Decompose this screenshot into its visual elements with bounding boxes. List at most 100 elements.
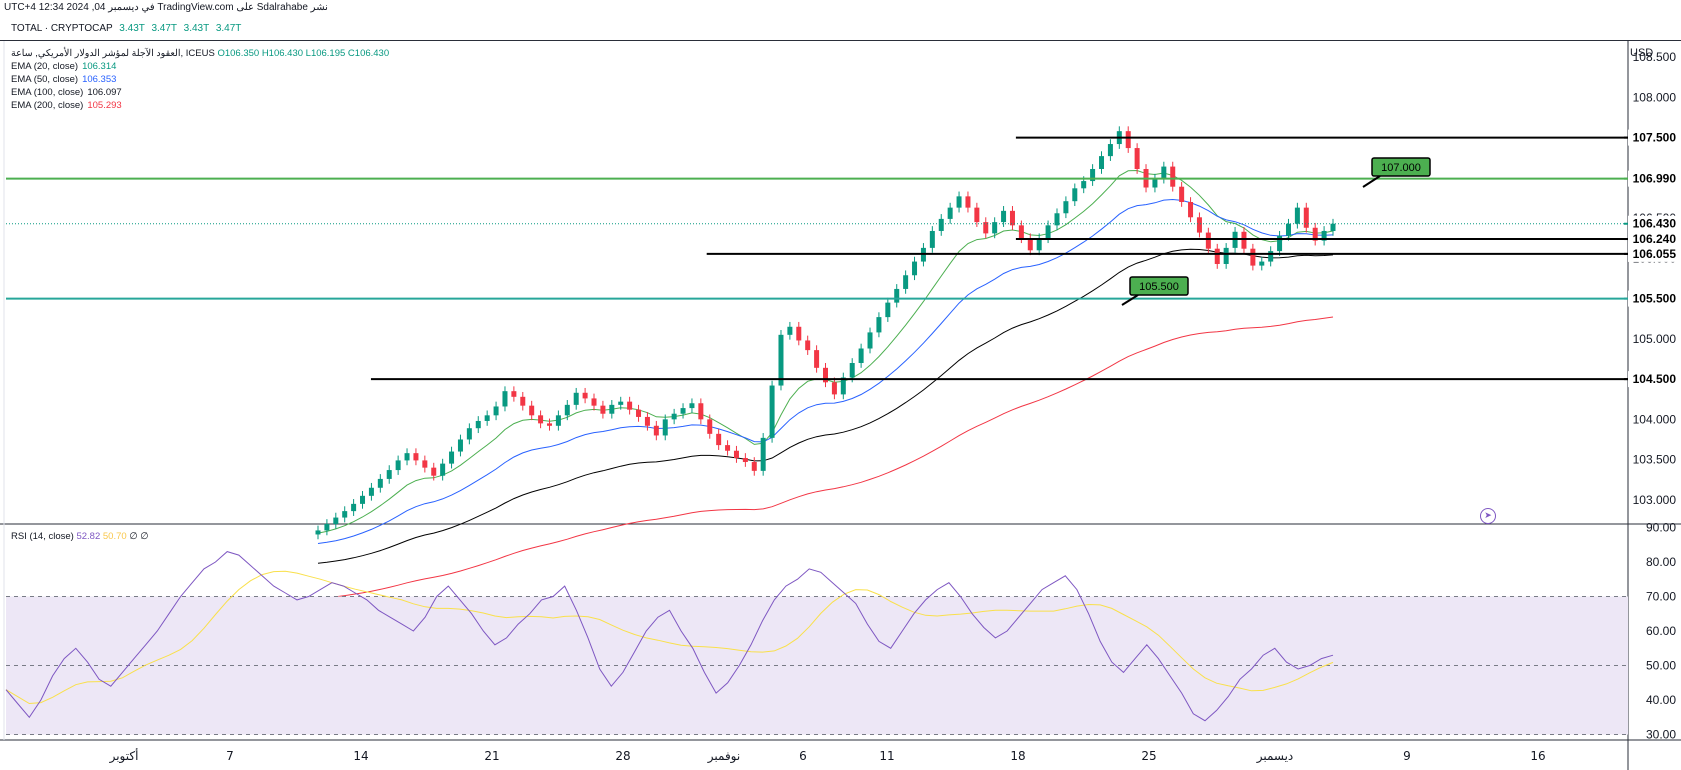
candle-body-12 xyxy=(422,460,428,468)
candle-body-10 xyxy=(404,453,410,461)
ema200-legend[interactable]: EMA (200, close) 105.293 xyxy=(11,99,389,112)
candle-body-36 xyxy=(636,409,642,417)
header-divider xyxy=(0,40,1681,41)
callout-pointer-0 xyxy=(1362,175,1381,188)
candle-body-108 xyxy=(1277,235,1283,252)
rsi-tick-3: 60.00 xyxy=(1646,624,1676,638)
candle-body-77 xyxy=(1001,210,1007,223)
rsi-tick-1: 80.00 xyxy=(1646,555,1676,569)
rsi-legend[interactable]: RSI (14, close) 52.82 50.70 ∅ ∅ xyxy=(11,530,149,543)
time-tick-1: 7 xyxy=(226,749,234,763)
symbol-name: TOTAL · CRYPTOCAP xyxy=(11,23,113,34)
candle-body-30 xyxy=(582,392,588,399)
candle-body-13 xyxy=(431,467,437,476)
time-tick-3: 21 xyxy=(484,749,499,763)
candle-body-101 xyxy=(1214,248,1220,264)
ema-line-50 xyxy=(317,198,1334,544)
candle-body-78 xyxy=(1009,210,1015,226)
candle-body-95 xyxy=(1161,166,1167,179)
candle-body-11 xyxy=(413,453,419,461)
callout-box-0 xyxy=(1371,157,1431,177)
rsi-ma-value: 50.70 xyxy=(102,531,127,542)
price-tick-7: 105.000 xyxy=(1633,332,1677,346)
candle-body-46 xyxy=(725,445,731,451)
candle-body-75 xyxy=(983,222,989,234)
callout-text-1: 105.500 xyxy=(1139,281,1179,293)
ema20-legend[interactable]: EMA (20, close) 106.314 xyxy=(11,60,389,73)
time-tick-10: ديسمبر xyxy=(1256,749,1294,764)
candle-body-100 xyxy=(1205,232,1211,249)
candle-body-19 xyxy=(484,415,490,421)
time-tick-12: 16 xyxy=(1530,749,1545,763)
candle-body-80 xyxy=(1027,238,1033,251)
candle-body-89 xyxy=(1107,144,1113,157)
candle-body-94 xyxy=(1152,178,1158,188)
candle-body-51 xyxy=(769,385,775,438)
level-label-5: 105.500 xyxy=(1633,292,1677,306)
candle-body-52 xyxy=(778,334,784,386)
candle-body-106 xyxy=(1259,261,1265,266)
candle-body-79 xyxy=(1018,225,1024,239)
symbol-open: 3.43T xyxy=(119,23,145,34)
candle-body-42 xyxy=(689,403,695,409)
time-tick-5: نوفمبر xyxy=(707,749,740,764)
callout-pointer-1 xyxy=(1121,294,1139,306)
candle-body-35 xyxy=(627,401,633,410)
candle-body-25 xyxy=(538,415,544,424)
ema-line-20 xyxy=(317,169,1334,534)
candle-body-73 xyxy=(965,196,971,208)
candle-body-105 xyxy=(1250,248,1256,266)
rsi-line xyxy=(5,551,1334,722)
rsi-value: 52.82 xyxy=(76,531,101,542)
instrument-label: العقود الآجلة لمؤشر الدولار الأمريكي, سا… xyxy=(11,48,215,59)
candle-body-2 xyxy=(333,517,339,524)
candle-body-65 xyxy=(894,288,900,303)
candle-body-50 xyxy=(760,437,766,471)
ema-line-200 xyxy=(317,316,1334,599)
level-label-bg-1 xyxy=(1628,170,1681,187)
candle-body-67 xyxy=(912,261,918,276)
currency-label[interactable]: USD xyxy=(1630,47,1654,59)
candle-body-74 xyxy=(974,207,980,223)
ema100-legend[interactable]: EMA (100, close) 106.097 xyxy=(11,86,389,99)
candle-body-57 xyxy=(823,367,828,383)
price-tick-10: 103.500 xyxy=(1633,453,1677,467)
candle-body-17 xyxy=(466,428,472,440)
candle-body-102 xyxy=(1223,247,1229,264)
level-label-2: 106.430 xyxy=(1633,217,1677,231)
candle-body-29 xyxy=(573,392,579,405)
candle-body-18 xyxy=(475,420,481,429)
level-label-bg-2 xyxy=(1628,215,1681,232)
level-label-bg-0 xyxy=(1628,129,1681,146)
scroll-to-realtime-icon[interactable]: ➤ xyxy=(1480,508,1496,524)
candle-body-71 xyxy=(947,207,953,219)
level-label-6: 104.500 xyxy=(1633,372,1677,386)
candle-body-63 xyxy=(876,317,882,333)
symbol-bar[interactable]: TOTAL · CRYPTOCAP 3.43T 3.47T 3.43T 3.47… xyxy=(0,19,1681,39)
level-label-4: 106.055 xyxy=(1633,247,1677,261)
time-tick-4: 28 xyxy=(615,749,630,763)
candle-body-96 xyxy=(1170,166,1176,187)
candle-body-86 xyxy=(1081,181,1087,189)
candle-body-91 xyxy=(1125,131,1131,149)
candle-body-1 xyxy=(324,524,330,531)
time-tick-2: 14 xyxy=(353,749,368,763)
candle-body-43 xyxy=(698,403,704,420)
price-tick-11: 103.000 xyxy=(1633,493,1677,507)
candle-body-88 xyxy=(1099,156,1105,169)
ema50-legend[interactable]: EMA (50, close) 106.353 xyxy=(11,73,389,86)
candle-body-58 xyxy=(831,382,837,395)
candle-body-114 xyxy=(1330,223,1336,231)
candle-body-31 xyxy=(591,398,597,406)
candle-body-110 xyxy=(1294,207,1300,224)
candle-body-3 xyxy=(342,511,348,518)
candle-body-59 xyxy=(840,377,846,395)
callout-box-1 xyxy=(1129,276,1189,296)
candle-body-9 xyxy=(395,460,401,471)
ema50-label: EMA (50, close) xyxy=(11,74,79,85)
candle-body-39 xyxy=(662,419,668,436)
rsi-extra-1: ∅ xyxy=(129,531,138,542)
rsi-tick-4: 50.00 xyxy=(1646,659,1676,673)
time-tick-8: 18 xyxy=(1010,749,1025,763)
